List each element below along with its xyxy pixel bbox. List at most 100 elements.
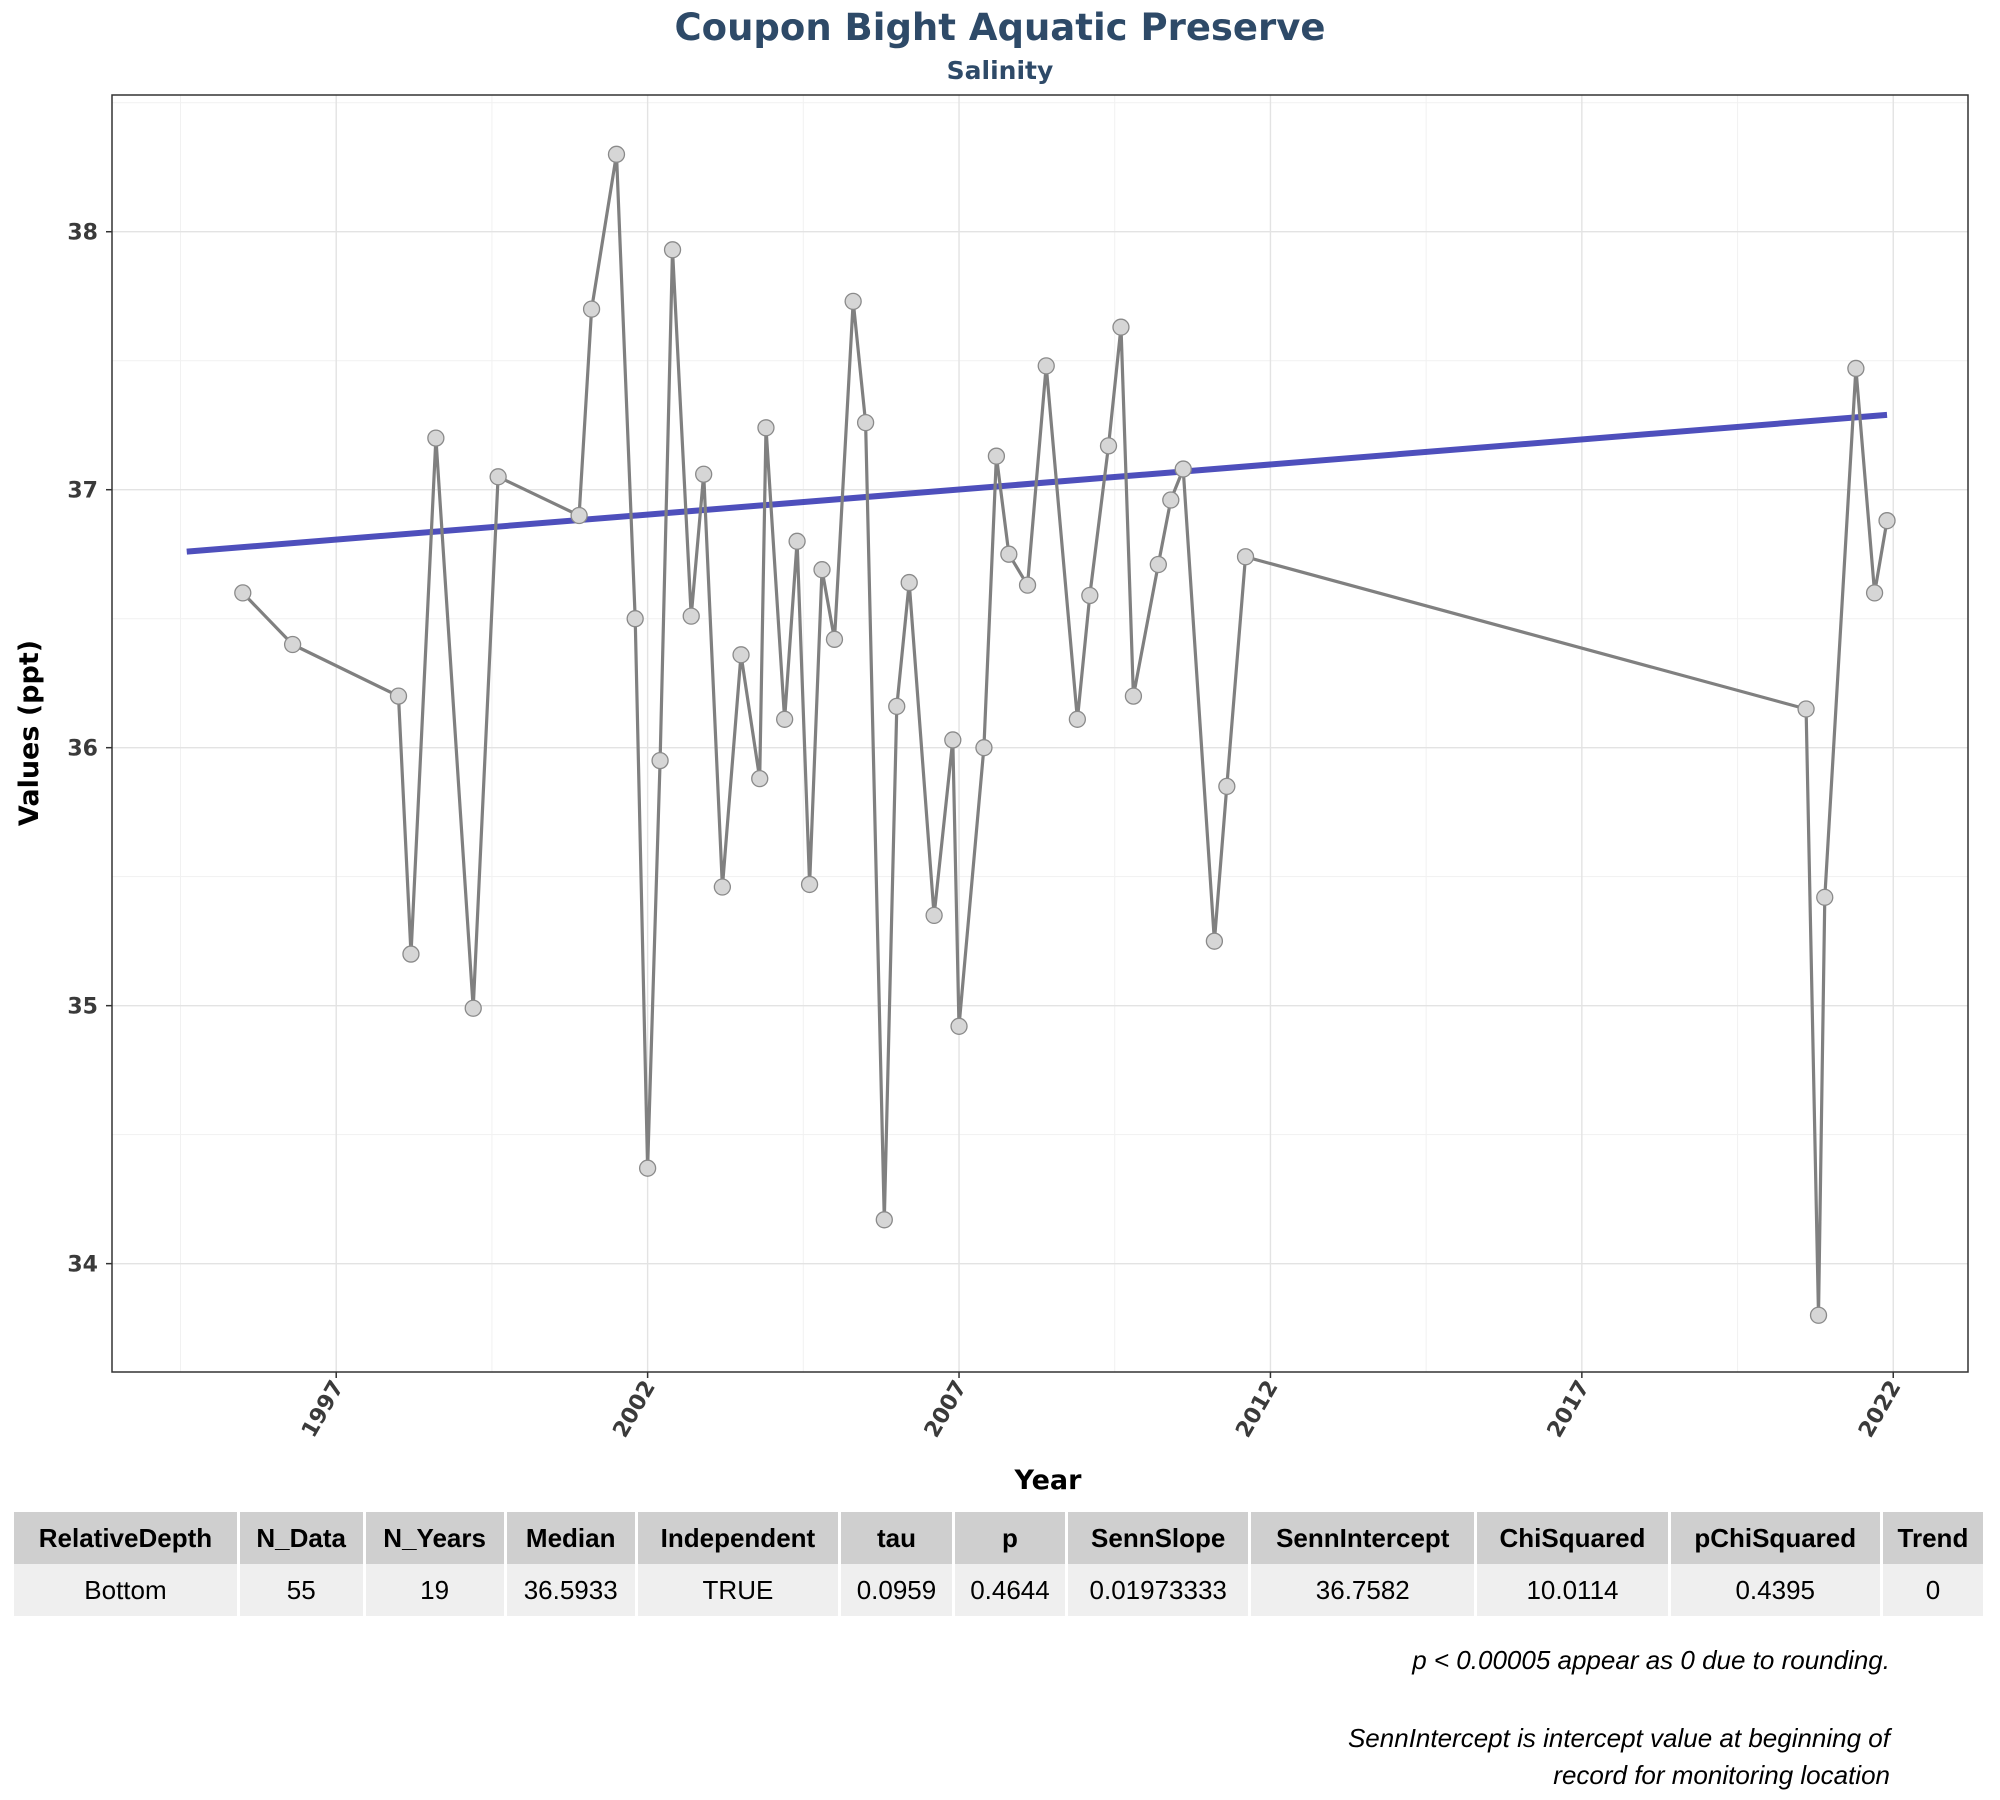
data-point [570, 506, 588, 525]
table-body: Bottom 55 19 36.5933 TRUE 0.0959 0.4644 0.01973… [14, 1564, 1987, 1616]
table-header-cell: Trend [1881, 1512, 1987, 1564]
chart-title: Coupon Bight Aquatic Preserve [674, 6, 1326, 49]
table-cell: TRUE [636, 1564, 842, 1616]
salinity-chart: 34 35 36 37 38 1997 2002 2007 2012 2017 2022 Year… [14, 94, 1969, 1496]
series-layer [234, 145, 1896, 1324]
x-tick-label: 2017 [1543, 1377, 1595, 1443]
x-tick-label: 1997 [297, 1377, 349, 1443]
x-axis: 1997 2002 2007 2012 2017 2022 [297, 1372, 1906, 1442]
data-point [1816, 888, 1834, 906]
data-point [950, 1017, 968, 1035]
data-point [1018, 576, 1037, 594]
table-cell: 55 [238, 1564, 366, 1616]
intercept-note-line-2: record for monitoring location [1553, 1760, 1890, 1790]
data-point [944, 731, 962, 749]
stats-table: RelativeDepth N_Data N_Years Median Independ… [14, 1512, 1987, 1616]
data-point [626, 610, 644, 628]
data-point [1112, 318, 1130, 336]
intercept-note-line-1: SennIntercept is intercept value at begi… [1347, 1723, 1890, 1753]
data-point [1162, 491, 1180, 509]
data-point [582, 300, 601, 318]
data-point [856, 413, 875, 432]
data-point [1068, 710, 1087, 728]
data-point [1809, 1306, 1828, 1324]
table-header-cell: Median [505, 1512, 638, 1564]
table-cell: 36.7582 [1249, 1564, 1478, 1616]
y-axis: 34 35 36 37 38 [67, 221, 112, 1278]
data-point [651, 751, 669, 770]
data-point [1847, 359, 1865, 378]
data-point [464, 999, 482, 1017]
table-cell: 0 [1881, 1564, 1987, 1616]
data-point [389, 687, 408, 705]
data-point [1081, 586, 1099, 605]
data-point [1865, 584, 1884, 602]
data-point [732, 646, 750, 664]
data-point [925, 906, 943, 925]
y-tick-label: 34 [67, 1253, 98, 1278]
data-point [800, 875, 819, 894]
table-header-cell: ChiSquared [1475, 1512, 1671, 1564]
data-point [1218, 777, 1236, 796]
table-cell: 0.4644 [953, 1564, 1069, 1616]
x-tick-label: 2002 [609, 1377, 661, 1443]
data-point [1205, 932, 1224, 950]
table-cell: 10.0114 [1475, 1564, 1671, 1616]
table-cell: 0.4395 [1669, 1564, 1883, 1616]
table-header-cell: N_Years [364, 1512, 507, 1564]
data-point [900, 573, 918, 592]
table-header-cell: Independent [636, 1512, 842, 1564]
table-header-cell: tau [839, 1512, 955, 1564]
table-cell: 0.01973333 [1066, 1564, 1252, 1616]
table-header-cell: SennSlope [1066, 1512, 1252, 1564]
table-cell: Bottom [14, 1564, 240, 1616]
data-point [1797, 700, 1815, 718]
data-point [713, 878, 732, 896]
data-point [1149, 555, 1167, 574]
data-point [788, 532, 806, 550]
plot-border [111, 94, 1969, 1373]
data-point [775, 710, 794, 728]
table-header-row: RelativeDepth N_Data N_Years Median Independ… [14, 1512, 1987, 1564]
table-header-cell: N_Data [238, 1512, 366, 1564]
data-point [402, 945, 420, 963]
y-tick-label: 38 [67, 221, 98, 246]
data-point [757, 419, 775, 437]
table-header-cell: RelativeDepth [14, 1512, 240, 1564]
data-point [695, 465, 713, 483]
series-line [241, 152, 1889, 1317]
table-cell: 36.5933 [505, 1564, 638, 1616]
data-point [638, 1159, 657, 1177]
data-point [1236, 548, 1255, 566]
data-point [1124, 687, 1143, 705]
x-tick-label: 2012 [1231, 1377, 1283, 1443]
data-point [427, 429, 445, 447]
data-point [1037, 357, 1055, 375]
grid [112, 95, 1968, 1372]
data-point [489, 468, 507, 486]
y-tick-label: 35 [67, 995, 98, 1020]
data-point [1174, 460, 1192, 478]
rounding-note: p < 0.00005 appear as 0 due to rounding. [1412, 1645, 1890, 1675]
data-point [825, 630, 844, 648]
table-row: Bottom 55 19 36.5933 TRUE 0.0959 0.4644 0.01973… [14, 1564, 1987, 1616]
table-cell: 19 [364, 1564, 507, 1616]
x-axis-title: Year [1014, 1465, 1083, 1496]
table-header-cell: pChiSquared [1669, 1512, 1883, 1564]
chart-subtitle: Salinity [946, 56, 1054, 85]
data-point [1000, 545, 1018, 563]
data-point [875, 1211, 893, 1229]
y-tick-label: 37 [67, 479, 98, 504]
data-point [663, 241, 682, 259]
data-point [751, 769, 769, 788]
y-tick-label: 36 [67, 737, 98, 762]
x-tick-label: 2007 [920, 1377, 972, 1443]
data-point [844, 292, 862, 311]
table-header-cell: SennIntercept [1249, 1512, 1478, 1564]
table-cell: 0.0959 [839, 1564, 955, 1616]
y-axis-title: Values (ppt) [14, 640, 45, 826]
data-point [975, 739, 993, 757]
data-point [234, 584, 252, 602]
x-tick-label: 2022 [1854, 1377, 1906, 1443]
data-point [813, 561, 831, 579]
